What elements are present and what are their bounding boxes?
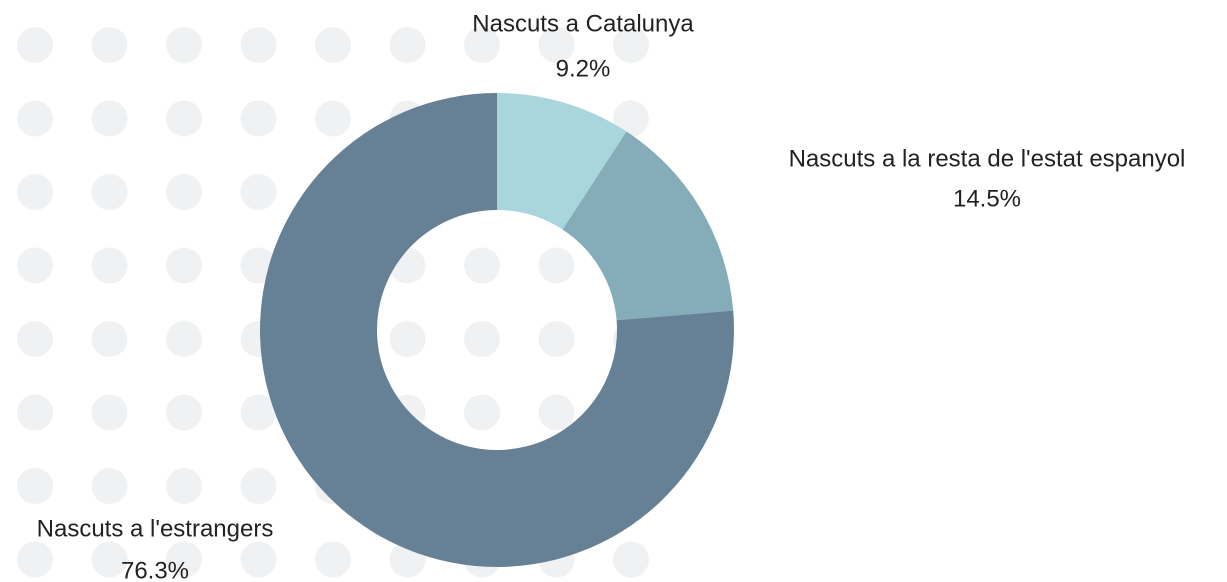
dot (91, 100, 128, 137)
dot (240, 468, 277, 504)
value-label: 14.5% (953, 185, 1021, 212)
slice (260, 93, 734, 567)
dot (17, 100, 53, 137)
dot (240, 541, 277, 578)
slice (497, 93, 627, 230)
donut (260, 93, 734, 567)
dot (166, 468, 202, 504)
dot (17, 468, 53, 504)
dot (538, 247, 575, 284)
dot (315, 100, 351, 137)
dot (91, 247, 128, 284)
dot (166, 321, 202, 357)
dot (240, 174, 277, 210)
dot (166, 174, 202, 210)
slice-label: Nascuts a Catalunya (472, 10, 694, 37)
dot (389, 321, 426, 357)
dot (166, 394, 202, 431)
labels: Nascuts a Catalunya 9.2% Nascuts a la rest… (37, 10, 1186, 582)
dot (17, 27, 53, 63)
dot (91, 541, 128, 578)
dot (17, 541, 53, 578)
dot (166, 541, 202, 578)
dot (315, 27, 351, 63)
dot (17, 247, 53, 284)
dot (315, 541, 351, 578)
dot (166, 247, 202, 284)
dot (613, 541, 649, 578)
value-label: 9.2% (556, 55, 611, 82)
dot (538, 27, 575, 63)
dot (91, 468, 128, 504)
dot (91, 174, 128, 210)
slice-label: Nascuts a l'estrangers (37, 515, 274, 542)
dot (464, 394, 500, 431)
dot (166, 100, 202, 137)
dot (17, 321, 53, 357)
dot (389, 27, 426, 63)
dot (240, 27, 277, 63)
dot (91, 27, 128, 63)
value-label: 76.3% (121, 557, 189, 582)
dot (17, 394, 53, 431)
dot (464, 27, 500, 63)
dot (538, 394, 575, 431)
dot (17, 174, 53, 210)
dot (464, 247, 500, 284)
dot (166, 27, 202, 63)
dot (240, 394, 277, 431)
dot (240, 100, 277, 137)
slice (562, 131, 734, 321)
dot (91, 394, 128, 431)
dot (464, 321, 500, 357)
slice-label: Nascuts a la resta de l'estat espanyol (789, 145, 1186, 172)
dot (613, 100, 649, 137)
dot (613, 27, 649, 63)
dot (538, 321, 575, 357)
dot (91, 321, 128, 357)
